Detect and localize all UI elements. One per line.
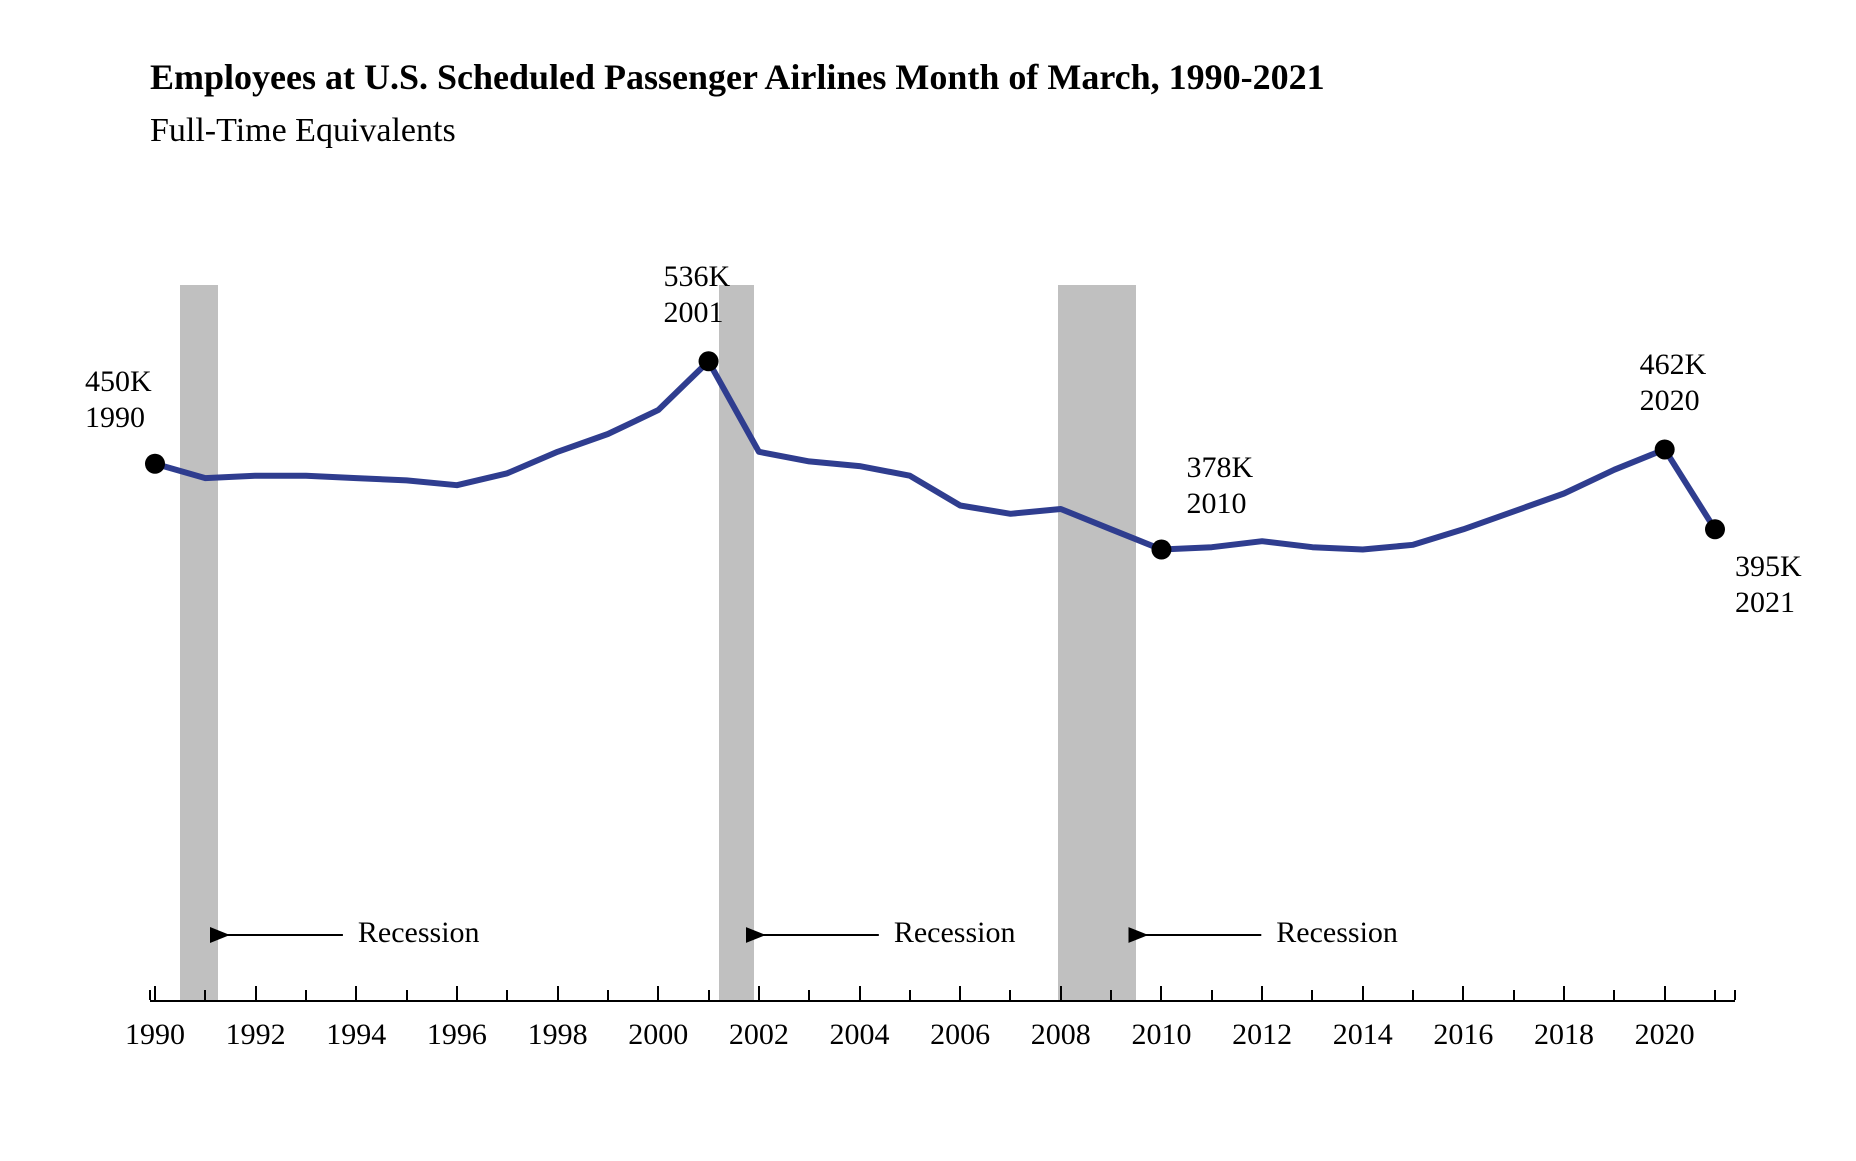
x-tick-label: 1996 <box>417 1018 497 1052</box>
x-tick-major <box>758 986 760 1000</box>
x-tick-major <box>154 986 156 1000</box>
x-tick-label: 2000 <box>618 1018 698 1052</box>
x-tick-label: 1994 <box>316 1018 396 1052</box>
x-tick-minor <box>406 990 408 1000</box>
x-tick-minor <box>305 990 307 1000</box>
x-tick-label: 1998 <box>518 1018 598 1052</box>
x-tick-major <box>255 986 257 1000</box>
data-annotation: 536K2001 <box>664 259 731 331</box>
recession-label: Recession <box>894 916 1016 950</box>
x-tick-minor <box>1211 990 1213 1000</box>
x-tick-major <box>959 986 961 1000</box>
x-tick-major <box>1060 986 1062 1000</box>
x-tick-major <box>859 986 861 1000</box>
data-marker <box>1655 439 1675 459</box>
x-tick-major <box>557 986 559 1000</box>
x-tick-label: 2014 <box>1323 1018 1403 1052</box>
x-tick-major <box>355 986 357 1000</box>
x-tick-label: 1990 <box>115 1018 195 1052</box>
x-tick-minor <box>1009 990 1011 1000</box>
x-tick-minor <box>1110 990 1112 1000</box>
data-marker <box>1705 519 1725 539</box>
x-tick-major <box>456 986 458 1000</box>
x-tick-minor <box>1513 990 1515 1000</box>
x-tick-minor <box>1412 990 1414 1000</box>
x-tick-minor <box>204 990 206 1000</box>
x-tick-minor <box>708 990 710 1000</box>
data-line <box>155 361 1715 549</box>
x-tick-label: 2002 <box>719 1018 799 1052</box>
data-annotation: 395K2021 <box>1735 549 1802 621</box>
recession-label: Recession <box>1276 916 1398 950</box>
x-tick-minor <box>1311 990 1313 1000</box>
x-axis-line <box>150 1000 1735 1002</box>
x-tick-minor <box>506 990 508 1000</box>
x-tick-major <box>1261 986 1263 1000</box>
x-tick-label: 2016 <box>1423 1018 1503 1052</box>
data-marker <box>699 351 719 371</box>
x-tick-major <box>1160 986 1162 1000</box>
x-tick-minor <box>909 990 911 1000</box>
x-tick-label: 2012 <box>1222 1018 1302 1052</box>
x-tick-major <box>1462 986 1464 1000</box>
x-tick-minor <box>808 990 810 1000</box>
x-tick-label: 2006 <box>920 1018 1000 1052</box>
x-tick-minor <box>1613 990 1615 1000</box>
chart-svg <box>0 0 1856 1161</box>
data-annotation: 450K1990 <box>85 364 152 436</box>
x-tick-minor <box>1714 990 1716 1000</box>
x-tick-label: 2010 <box>1121 1018 1201 1052</box>
x-tick-end <box>1734 990 1736 1000</box>
x-tick-label: 2018 <box>1524 1018 1604 1052</box>
recession-label: Recession <box>358 916 480 950</box>
data-annotation: 378K2010 <box>1186 450 1253 522</box>
x-tick-start <box>149 990 151 1000</box>
data-marker <box>145 454 165 474</box>
x-tick-major <box>1664 986 1666 1000</box>
x-tick-major <box>657 986 659 1000</box>
data-marker <box>1151 540 1171 560</box>
x-tick-major <box>1563 986 1565 1000</box>
x-tick-label: 1992 <box>216 1018 296 1052</box>
x-tick-minor <box>607 990 609 1000</box>
data-annotation: 462K2020 <box>1640 347 1707 419</box>
x-tick-label: 2004 <box>820 1018 900 1052</box>
x-tick-label: 2020 <box>1625 1018 1705 1052</box>
x-tick-major <box>1362 986 1364 1000</box>
x-tick-label: 2008 <box>1021 1018 1101 1052</box>
